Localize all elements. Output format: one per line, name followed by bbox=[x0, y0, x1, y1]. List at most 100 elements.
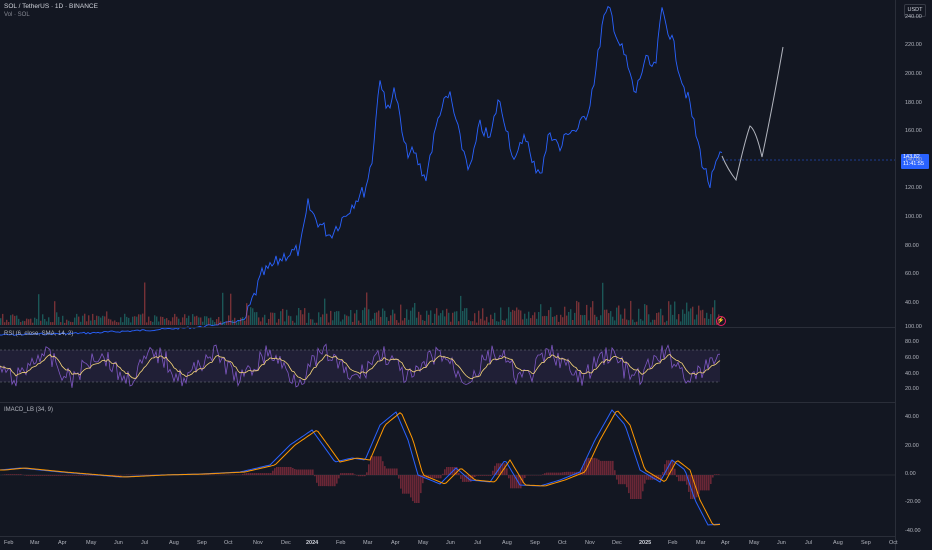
volume-bar bbox=[290, 316, 292, 325]
macd-histogram-bar bbox=[414, 475, 416, 503]
macd-histogram-bar bbox=[606, 460, 608, 475]
volume-bar bbox=[332, 320, 334, 325]
volume-bar bbox=[80, 321, 82, 325]
volume-bar bbox=[650, 322, 652, 325]
time-axis-label: Feb bbox=[336, 540, 346, 546]
volume-bar bbox=[396, 320, 398, 325]
macd-histogram-bar bbox=[276, 467, 278, 475]
macd-histogram-bar bbox=[80, 475, 82, 476]
volume-bar bbox=[164, 318, 166, 325]
macd-histogram-bar bbox=[474, 475, 476, 477]
event-flash-icon[interactable]: ⚡ bbox=[716, 316, 726, 326]
volume-bar bbox=[562, 317, 564, 325]
macd-histogram-bar bbox=[574, 471, 576, 475]
macd-histogram-bar bbox=[326, 475, 328, 487]
time-axis-label: 2024 bbox=[306, 540, 319, 546]
macd-histogram-bar bbox=[20, 474, 22, 475]
volume-bar bbox=[464, 308, 466, 325]
volume-bar bbox=[666, 320, 668, 325]
time-axis-label: Dec bbox=[281, 540, 291, 546]
macd-histogram-bar bbox=[484, 475, 486, 476]
volume-bar bbox=[328, 322, 330, 325]
volume-bar bbox=[210, 317, 212, 325]
pane-separator-rsi[interactable] bbox=[0, 327, 895, 328]
volume-bar bbox=[620, 314, 622, 325]
time-axis-label: Jul bbox=[474, 540, 482, 546]
volume-bar bbox=[292, 320, 294, 325]
volume-bar bbox=[572, 320, 574, 325]
volume-bar bbox=[60, 322, 62, 325]
volume-bar bbox=[30, 318, 32, 325]
macd-histogram-bar bbox=[78, 475, 80, 476]
currency-badge[interactable]: USDT bbox=[904, 4, 926, 17]
volume-bar bbox=[498, 321, 500, 325]
macd-histogram-bar bbox=[674, 468, 676, 475]
volume-bar bbox=[6, 319, 8, 325]
volume-bar bbox=[412, 307, 414, 325]
macd-histogram-bar bbox=[506, 468, 508, 475]
volume-bar bbox=[606, 309, 608, 325]
macd-histogram-bar bbox=[302, 469, 304, 475]
volume-bar bbox=[108, 318, 110, 325]
price-axis-label: 140.00 bbox=[905, 157, 922, 163]
volume-bar bbox=[336, 311, 338, 325]
volume-bar bbox=[2, 313, 4, 325]
macd-histogram-bar bbox=[622, 475, 624, 485]
time-axis-label: May bbox=[86, 540, 97, 546]
volume-bar bbox=[112, 321, 114, 325]
macd-histogram-bar bbox=[586, 457, 588, 475]
macd-histogram-bar bbox=[712, 475, 714, 478]
macd-histogram-bar bbox=[284, 467, 286, 475]
macd-histogram-bar bbox=[462, 475, 464, 482]
volume-bar bbox=[588, 320, 590, 325]
macd-histogram-bar bbox=[544, 473, 546, 475]
macd-histogram-bar bbox=[664, 464, 666, 475]
volume-bar bbox=[614, 320, 616, 325]
volume-bar bbox=[46, 321, 48, 325]
volume-bar bbox=[154, 315, 156, 325]
volume-bar bbox=[20, 322, 22, 325]
macd-histogram-bar bbox=[612, 460, 614, 475]
macd-histogram-bar bbox=[570, 471, 572, 475]
volume-bar bbox=[130, 322, 132, 325]
macd-histogram-bar bbox=[266, 473, 268, 475]
volume-bar bbox=[690, 308, 692, 325]
volume-bar bbox=[358, 320, 360, 325]
volume-bar bbox=[12, 314, 14, 325]
pane-separator-macd[interactable] bbox=[0, 402, 895, 403]
volume-bar bbox=[138, 314, 140, 325]
macd-histogram-bar bbox=[344, 473, 346, 475]
volume-bar bbox=[302, 314, 304, 325]
macd-histogram-bar bbox=[342, 473, 344, 475]
macd-histogram-bar bbox=[40, 475, 42, 476]
volume-bar bbox=[150, 321, 152, 325]
macd-histogram-bar bbox=[50, 475, 52, 476]
macd-histogram-bar bbox=[630, 475, 632, 499]
macd-histogram-bar bbox=[354, 474, 356, 475]
macd-histogram-bar bbox=[584, 460, 586, 475]
time-axis-label: Sep bbox=[530, 540, 540, 546]
volume-bar bbox=[36, 318, 38, 325]
price-axis-label: 160.00 bbox=[905, 128, 922, 134]
volume-bar bbox=[224, 322, 226, 325]
volume-bar bbox=[468, 320, 470, 325]
macd-histogram-bar bbox=[24, 475, 26, 476]
volume-bar bbox=[392, 309, 394, 325]
volume-bar bbox=[432, 323, 434, 325]
macd-histogram-bar bbox=[66, 475, 68, 476]
volume-bar bbox=[86, 321, 88, 325]
volume-bar bbox=[214, 322, 216, 325]
macd-histogram-bar bbox=[662, 472, 664, 475]
macd-histogram-bar bbox=[120, 475, 122, 476]
macd-histogram-bar bbox=[428, 475, 430, 479]
volume-bar bbox=[218, 317, 220, 325]
volume-bar bbox=[678, 314, 680, 325]
macd-histogram-bar bbox=[268, 473, 270, 475]
volume-bar bbox=[634, 322, 636, 325]
volume-bar bbox=[564, 306, 566, 325]
macd-histogram-bar bbox=[280, 467, 282, 475]
macd-histogram-bar bbox=[594, 457, 596, 475]
macd-histogram-bar bbox=[626, 475, 628, 488]
volume-bar bbox=[298, 308, 300, 325]
